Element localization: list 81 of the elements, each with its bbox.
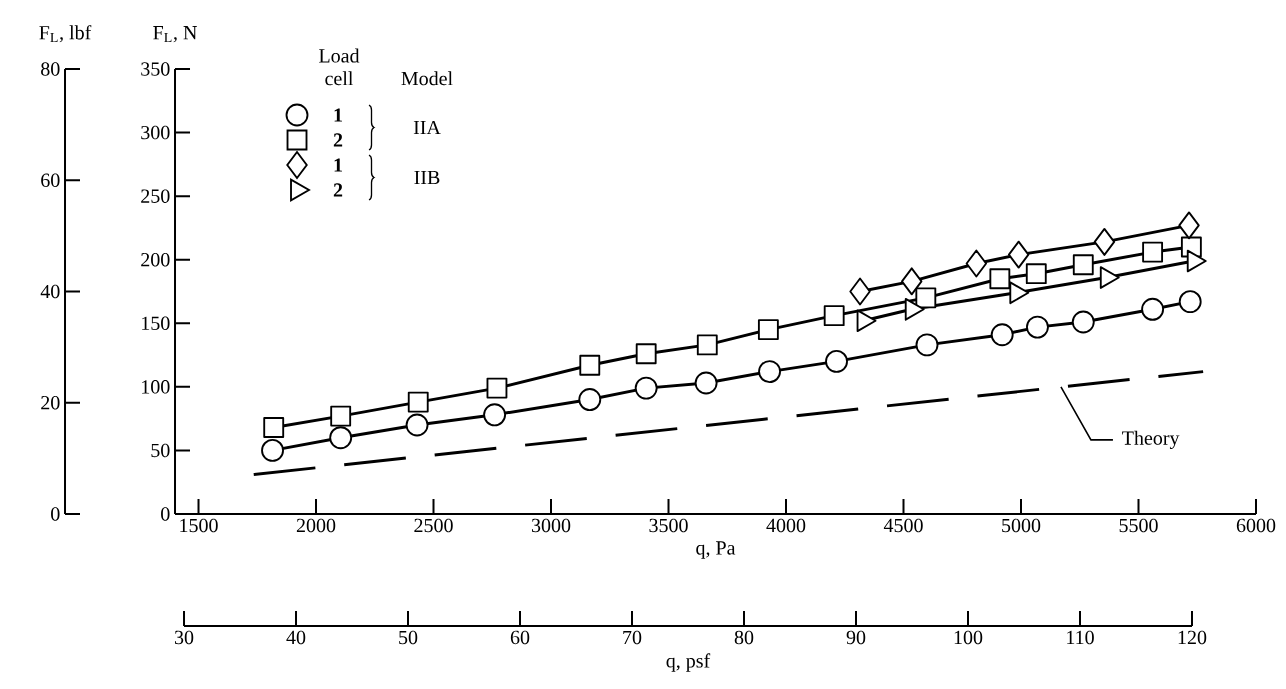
point: [263, 417, 285, 438]
y-tick-label: 50: [151, 443, 170, 458]
legend-label: 2: [333, 183, 343, 197]
point: [1072, 254, 1094, 276]
legend-label: 2: [333, 133, 343, 147]
point: [407, 391, 429, 413]
x-tick-label: 5500: [1119, 518, 1158, 533]
point: [1142, 241, 1164, 263]
x-tick-label: 4500: [883, 518, 923, 533]
point: [483, 403, 507, 427]
point: [486, 377, 508, 399]
x2-tick-label: 110: [1067, 630, 1094, 645]
point: [757, 319, 779, 341]
point: [1178, 211, 1200, 240]
x-tick-label: 6000: [1236, 518, 1276, 533]
x2-tick-label: 70: [623, 630, 642, 645]
point: [634, 376, 658, 400]
point: [405, 413, 429, 437]
x-tick-label: 2000: [296, 518, 336, 533]
y2-tick-label: 80: [41, 62, 60, 76]
point: [696, 334, 718, 356]
y2-tick-label: 60: [41, 173, 60, 187]
y-tick-label: 300: [141, 125, 170, 140]
x-tick-label: 3000: [531, 518, 571, 533]
x2-tick-label: 90: [846, 630, 866, 645]
x2-tick-label: 100: [954, 630, 983, 645]
x2-tick-label: 120: [1178, 630, 1207, 645]
point: [694, 371, 718, 395]
point: [330, 405, 352, 427]
y-tick-label: 350: [141, 62, 170, 76]
y-tick-label: 100: [142, 380, 170, 394]
x-tick-label: 2500: [414, 518, 453, 533]
y2-axis-title: F$_{L}$, lbf: [39, 25, 92, 43]
y-axis-title: F$_{L}$, N: [153, 26, 197, 43]
x-tick-label: 3500: [649, 518, 688, 533]
point: [901, 267, 923, 296]
annotation: IIB: [414, 170, 440, 185]
point: [758, 360, 781, 384]
x2-tick-label: 50: [399, 630, 418, 645]
point: [915, 287, 937, 309]
point: [849, 277, 871, 306]
point: [635, 343, 657, 365]
point: [915, 333, 939, 357]
point: [261, 438, 284, 462]
point: [1025, 263, 1047, 285]
x2-tick-label: 30: [174, 630, 194, 645]
point: [990, 323, 1014, 347]
x2-tick-label: 80: [734, 630, 754, 645]
annotation: Theory: [1122, 430, 1180, 449]
point: [1093, 227, 1116, 256]
y-tick-label: 200: [141, 252, 170, 267]
y2-tick-label: 20: [41, 395, 60, 410]
point: [579, 354, 601, 376]
point: [1071, 310, 1095, 334]
point: [578, 388, 602, 411]
annotation: IIA: [413, 120, 441, 135]
point: [825, 349, 848, 373]
y2-tick-label: 40: [40, 284, 60, 299]
point: [823, 305, 845, 327]
y2-tick-label: 0: [51, 507, 60, 521]
y-tick-label: 0: [161, 507, 170, 521]
point: [1141, 297, 1165, 321]
x-axis-title: q, Pa: [696, 541, 736, 559]
annotation: Model: [401, 71, 453, 86]
x-tick-label: 1500: [180, 518, 218, 533]
x2-tick-label: 40: [286, 630, 306, 645]
x-tick-label: 4000: [766, 518, 806, 533]
point: [1007, 240, 1030, 269]
x2-tick-label: 60: [510, 630, 530, 645]
point: [1178, 290, 1202, 314]
x-tick-label: 5000: [1002, 518, 1041, 533]
legend-title: Load cell: [319, 48, 360, 86]
legend-label: 1: [334, 158, 342, 172]
legend-label: 1: [334, 108, 342, 122]
point: [965, 249, 988, 278]
y-tick-label: 250: [141, 189, 170, 203]
point: [329, 426, 353, 450]
x2-axis-title: q, psf: [666, 653, 711, 672]
point: [989, 268, 1011, 290]
point: [1026, 315, 1049, 339]
y-tick-label: 150: [142, 316, 170, 331]
